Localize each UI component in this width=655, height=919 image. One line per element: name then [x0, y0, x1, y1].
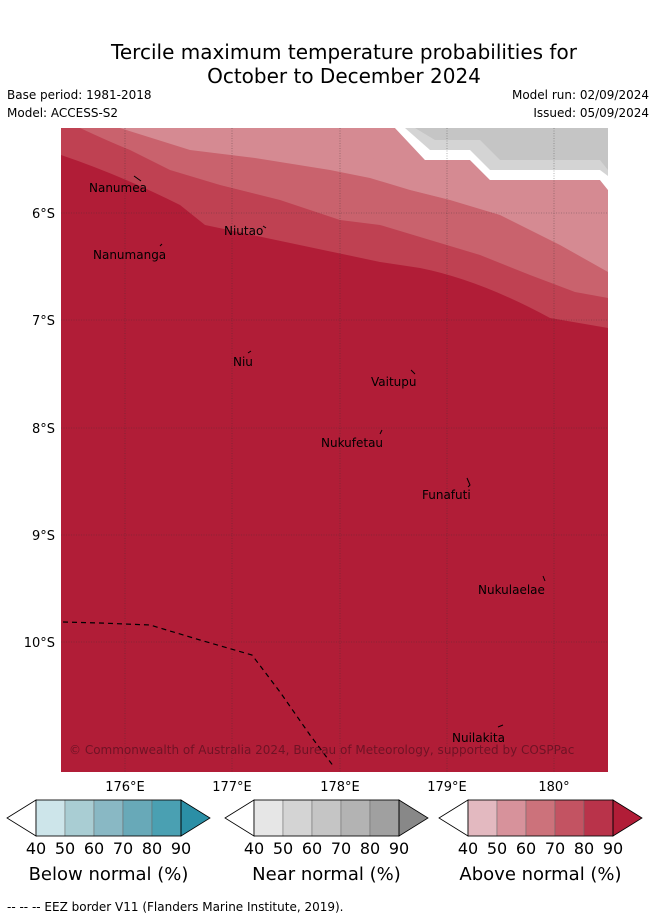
- colorbar-label: Near normal (%): [252, 864, 401, 885]
- colorbar-tick: 60: [516, 839, 536, 858]
- colorbar-tick: 80: [360, 839, 380, 858]
- colorbar-tick: 60: [84, 839, 104, 858]
- island-label: Nukufetau: [321, 436, 383, 450]
- atoll-mark: [497, 724, 504, 728]
- island-label: Niutao: [224, 224, 263, 238]
- lon-tick-label: 180°: [538, 780, 569, 795]
- colorbar-segment: [583, 799, 614, 837]
- lon-tick-label: 177°E: [212, 780, 252, 795]
- no-data-strip: [395, 128, 608, 190]
- colorbar-segment: [525, 799, 556, 837]
- colorbar-tick: 70: [331, 839, 351, 858]
- gridlines: [61, 128, 608, 772]
- colorbar-tick: 80: [142, 839, 162, 858]
- colorbar-max-arrow: [180, 799, 211, 837]
- island-label: Funafuti: [422, 488, 471, 502]
- atoll-mark: [379, 429, 383, 435]
- atoll-mark: [133, 175, 142, 182]
- colorbar-tick: 60: [302, 839, 322, 858]
- atoll-mark: [247, 350, 252, 354]
- colorbar-tick: 70: [545, 839, 565, 858]
- colorbar-tick: 40: [458, 839, 478, 858]
- eez-footnote: -- -- -- EEZ border V11 (Flanders Marine…: [7, 900, 344, 914]
- lat-tick-label: 9°S: [32, 529, 55, 544]
- colorbar-segment: [554, 799, 585, 837]
- eez-border: [62, 621, 335, 768]
- lon-tick-label: 179°E: [427, 780, 467, 795]
- title-line-2: October to December 2024: [207, 64, 481, 88]
- colorbar-label: Below normal (%): [29, 864, 189, 885]
- map-fill: [61, 128, 608, 772]
- colorbar-segment: [369, 799, 400, 837]
- colorbar-segment: [93, 799, 124, 837]
- axis-labels: 176°E 177°E 178°E 179°E 180° 6°S 7°S 8°S 9°S 10°S: [24, 207, 570, 795]
- colorbar-outline: [35, 799, 182, 837]
- colorbar-segment: [282, 799, 313, 837]
- copyright-notice: © Commonwealth of Australia 2024, Bureau…: [69, 743, 574, 757]
- colorbar-tick: 40: [244, 839, 264, 858]
- colorbar-tick: 80: [574, 839, 594, 858]
- model-run: Model run: 02/09/2024: [511, 88, 649, 102]
- near-normal-area-dark: [415, 128, 608, 170]
- colorbar-label: Above normal (%): [459, 864, 621, 885]
- colorbar-min-arrow: [224, 799, 255, 837]
- island-label: Nuilakita: [452, 731, 505, 745]
- atoll-mark: [262, 225, 267, 229]
- base-period: Base period: 1981-2018: [7, 88, 152, 102]
- atoll-mark: [159, 243, 163, 247]
- colorbar-min-arrow: [6, 799, 37, 837]
- lat-tick-label: 8°S: [32, 422, 55, 437]
- colorbar-segment: [340, 799, 371, 837]
- colorbar-tick: 90: [171, 839, 191, 858]
- lat-tick-label: 10°S: [24, 636, 55, 651]
- colorbar-outline: [467, 799, 614, 837]
- colorbar-max-arrow: [398, 799, 429, 837]
- colorbars: 40 50 60 70 80 90 Below normal (%) 40 50 60 70 80 90…: [6, 799, 643, 885]
- lon-tick-label: 176°E: [105, 780, 145, 795]
- colorbar-tick: 90: [603, 839, 623, 858]
- colorbar-min-arrow: [438, 799, 469, 837]
- island-label: Nanumanga: [93, 248, 166, 262]
- colorbar-segment: [467, 799, 498, 837]
- model-name: Model: ACCESS-S2: [7, 106, 119, 120]
- atoll-mark: [542, 575, 546, 582]
- colorbar-segment: [253, 799, 284, 837]
- colorbar-tick: 50: [55, 839, 75, 858]
- title-line-1: Tercile maximum temperature probabilitie…: [111, 40, 577, 64]
- colorbar-tick: 50: [273, 839, 293, 858]
- colorbar-segment: [151, 799, 182, 837]
- lat-tick-label: 6°S: [32, 207, 55, 222]
- colorbar-tick: 70: [113, 839, 133, 858]
- island-label: Vaitupu: [371, 375, 417, 389]
- colorbar-tick: 90: [389, 839, 409, 858]
- colorbar-segment: [496, 799, 527, 837]
- island-labels: Nanumea Nanumanga Niutao Niu Vaitupu Nukufeta…: [89, 175, 546, 745]
- lat-tick-label: 7°S: [32, 314, 55, 329]
- island-label: Nukulaelae: [478, 583, 545, 597]
- lon-tick-label: 178°E: [320, 780, 360, 795]
- island-label: Niu: [233, 355, 253, 369]
- colorbar-max-arrow: [612, 799, 643, 837]
- atoll-mark: [410, 369, 416, 375]
- colorbar-segment: [64, 799, 95, 837]
- map-title: Tercile maximum temperature probabilitie…: [0, 40, 655, 88]
- colorbar-segment: [122, 799, 153, 837]
- colorbar-segment: [311, 799, 342, 837]
- colorbar-tick: 50: [487, 839, 507, 858]
- colorbar-tick: 40: [26, 839, 46, 858]
- island-label: Nanumea: [89, 181, 147, 195]
- colorbar-segment: [35, 799, 66, 837]
- atoll-mark: [466, 477, 471, 488]
- colorbar-outline: [253, 799, 400, 837]
- issued-date: Issued: 05/09/2024: [533, 106, 649, 120]
